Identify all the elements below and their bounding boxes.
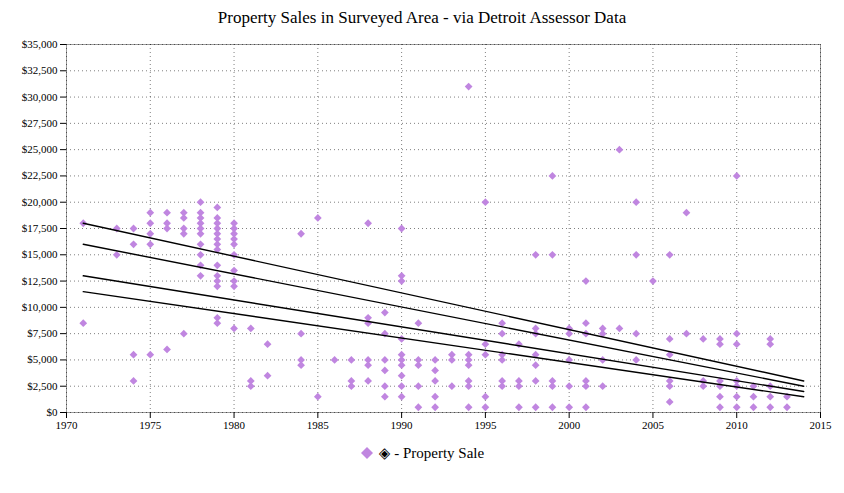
- svg-text:$35,000: $35,000: [22, 38, 58, 50]
- svg-text:2000: 2000: [558, 419, 581, 431]
- html-text:◈ - Property Sale: ◈ - Property Sale: [378, 445, 485, 461]
- svg-text:1995: 1995: [474, 419, 497, 431]
- svg-text:$32,500: $32,500: [22, 64, 58, 76]
- svg-text:1990: 1990: [391, 419, 414, 431]
- svg-text:$5,000: $5,000: [27, 353, 58, 365]
- html-text:Property Sales in Surveyed Are: Property Sales in Surveyed Area - via De…: [217, 8, 627, 27]
- svg-text:2010: 2010: [726, 419, 749, 431]
- svg-text:1980: 1980: [223, 419, 246, 431]
- svg-text:2005: 2005: [642, 419, 665, 431]
- svg-text:$22,500: $22,500: [22, 169, 58, 181]
- svg-text:$17,500: $17,500: [22, 222, 58, 234]
- svg-text:$7,500: $7,500: [27, 327, 58, 339]
- svg-text:1970: 1970: [56, 419, 79, 431]
- svg-text:$30,000: $30,000: [22, 91, 58, 103]
- svg-text:$15,000: $15,000: [22, 248, 58, 260]
- svg-text:$12,500: $12,500: [22, 275, 58, 287]
- svg-text:1985: 1985: [307, 419, 330, 431]
- svg-text:1975: 1975: [139, 419, 162, 431]
- svg-text:$25,000: $25,000: [22, 143, 58, 155]
- svg-text:$20,000: $20,000: [22, 196, 58, 208]
- svg-text:$27,500: $27,500: [22, 117, 58, 129]
- svg-text:$2,500: $2,500: [27, 380, 58, 392]
- svg-text:$0: $0: [47, 406, 59, 418]
- svg-text:2015: 2015: [810, 419, 833, 431]
- svg-text:$10,000: $10,000: [22, 301, 58, 313]
